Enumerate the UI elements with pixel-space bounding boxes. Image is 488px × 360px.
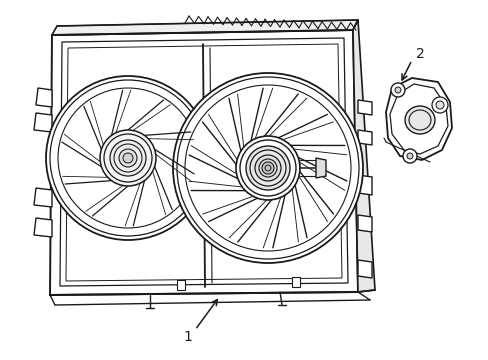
Circle shape [123,153,133,163]
Ellipse shape [404,106,434,134]
Polygon shape [385,78,451,160]
Circle shape [236,136,299,200]
Polygon shape [36,88,52,107]
Circle shape [119,149,137,167]
Polygon shape [352,20,374,292]
Polygon shape [52,20,357,35]
Polygon shape [357,260,371,278]
Text: 1: 1 [183,330,192,344]
Circle shape [46,76,209,240]
Polygon shape [34,188,52,207]
Circle shape [406,153,412,159]
Polygon shape [315,158,325,178]
Polygon shape [34,218,52,237]
Polygon shape [291,277,299,287]
Polygon shape [50,30,357,295]
Polygon shape [60,38,347,286]
Polygon shape [357,215,371,232]
Text: 2: 2 [415,47,424,61]
Polygon shape [34,113,52,132]
Circle shape [435,101,443,109]
Polygon shape [357,100,371,115]
Circle shape [390,83,404,97]
Circle shape [394,87,400,93]
Circle shape [262,162,273,174]
Circle shape [264,165,270,171]
Circle shape [259,159,276,177]
Circle shape [110,140,146,176]
Circle shape [173,73,362,263]
Circle shape [254,155,281,181]
Circle shape [402,149,416,163]
Circle shape [100,130,156,186]
Polygon shape [357,130,371,145]
Polygon shape [177,280,184,290]
Circle shape [245,146,289,190]
Polygon shape [357,175,371,195]
Circle shape [431,97,447,113]
